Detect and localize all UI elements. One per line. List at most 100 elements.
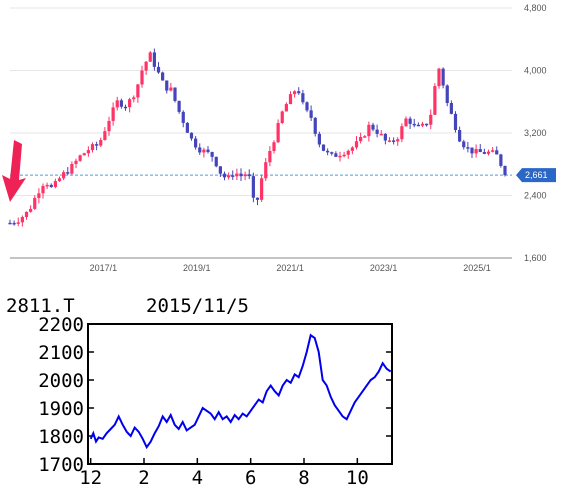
candle-body (49, 184, 53, 187)
candle-body (90, 144, 95, 151)
y-tick-label: 2100 (38, 342, 84, 364)
candle-body (392, 140, 396, 142)
candle-body (359, 137, 363, 142)
y-tick-label: 1,600 (524, 253, 547, 263)
candle-body (470, 147, 474, 154)
candle-body (346, 150, 350, 155)
candle-body (379, 133, 383, 136)
y-tick-label: 1700 (38, 454, 84, 476)
candle-body (189, 132, 194, 139)
x-tick-label: 8 (298, 467, 309, 489)
y-tick-label: 1800 (38, 426, 84, 448)
x-tick-label: 2 (138, 467, 149, 489)
candle-body (334, 153, 338, 157)
candle-body (503, 165, 507, 176)
candle-body (247, 174, 251, 177)
candle-body (119, 100, 123, 107)
price-line (89, 333, 392, 450)
candle-body (441, 68, 445, 86)
plot-frame (87, 323, 393, 465)
x-tick-label: 2019/1 (183, 263, 211, 273)
y-tick-label: 4,800 (524, 3, 547, 13)
candle-body (264, 162, 268, 179)
candle-body (482, 152, 486, 154)
candle-body (239, 173, 243, 177)
candle-body (24, 211, 29, 218)
candle-body (491, 150, 495, 152)
candle-body (41, 185, 45, 194)
candle-body (12, 222, 16, 225)
candle-body (284, 104, 288, 112)
y-tick-label: 2200 (38, 314, 84, 336)
candle-body (82, 153, 86, 156)
candle-body (404, 118, 408, 127)
x-tick-labels: 2017/1 2019/1 2021/1 2023/1 2025/1 (90, 263, 491, 273)
candle-body (313, 117, 317, 134)
candle-body (8, 222, 12, 225)
candle-body (412, 123, 416, 126)
candle-body (45, 184, 49, 187)
candle-body (103, 131, 107, 140)
candle-body (375, 129, 379, 134)
candle-body (33, 198, 37, 209)
candle-body (136, 84, 140, 98)
y-tick-labels: 1,600 2,400 3,200 4,000 4,800 (524, 3, 547, 263)
y-tick-label: 3,200 (524, 128, 547, 138)
candle-body (354, 141, 359, 148)
candle-body (29, 208, 33, 212)
candle-body (156, 66, 161, 73)
candle-body (416, 124, 420, 127)
candle-body (363, 136, 367, 138)
candle-body (371, 124, 375, 130)
candle-body (466, 147, 470, 149)
candle-body (462, 141, 466, 148)
x-tick-label: 4 (192, 467, 203, 489)
candle-body (173, 87, 177, 101)
candle-body (132, 97, 136, 100)
candle-body (321, 144, 326, 151)
candle-body (458, 130, 462, 142)
candle-body (206, 149, 210, 153)
candle-body (445, 85, 449, 103)
x-tick-label: 2021/1 (276, 263, 304, 273)
candle-body (260, 178, 264, 200)
candle-body (128, 99, 132, 108)
candle-body (449, 102, 453, 114)
candle-body (222, 173, 227, 178)
candle-body (161, 72, 165, 81)
candle-body (474, 149, 478, 154)
candle-body (202, 149, 206, 153)
candle-body (86, 150, 90, 154)
candle-body (227, 175, 231, 178)
candle-body (425, 123, 429, 126)
candle-body (53, 181, 57, 187)
candle-body (255, 197, 260, 200)
candle-body (177, 100, 181, 112)
candle-body (499, 154, 503, 166)
x-ticks: 12 2 4 6 8 10 (79, 458, 369, 489)
x-tick-label: 2017/1 (90, 263, 118, 273)
candle-body (140, 70, 144, 85)
candle-body (342, 154, 346, 157)
candle-body (433, 86, 437, 115)
candle-body (317, 133, 321, 145)
x-tick-label: 2025/1 (463, 263, 491, 273)
current-price-tag: 2,661 (516, 168, 556, 183)
line-chart: 2811.T 2015/11/5 1700 1800 1900 2000 2100 220… (6, 295, 393, 489)
candle-body (280, 111, 284, 124)
y-tick-label: 1900 (38, 398, 84, 420)
candle-body (62, 172, 66, 179)
candle-body (123, 106, 128, 109)
candle-body (185, 122, 189, 133)
candle-body (338, 155, 342, 158)
candle-body (115, 100, 119, 108)
candle-body (326, 150, 330, 153)
candle-body (383, 133, 387, 141)
red-arrow-icon (2, 140, 26, 202)
current-price-label: 2,661 (525, 170, 548, 180)
x-tick-label: 6 (245, 467, 256, 489)
candle-body (218, 166, 222, 174)
chart-date: 2015/11/5 (146, 295, 249, 317)
candle-body (95, 144, 99, 146)
